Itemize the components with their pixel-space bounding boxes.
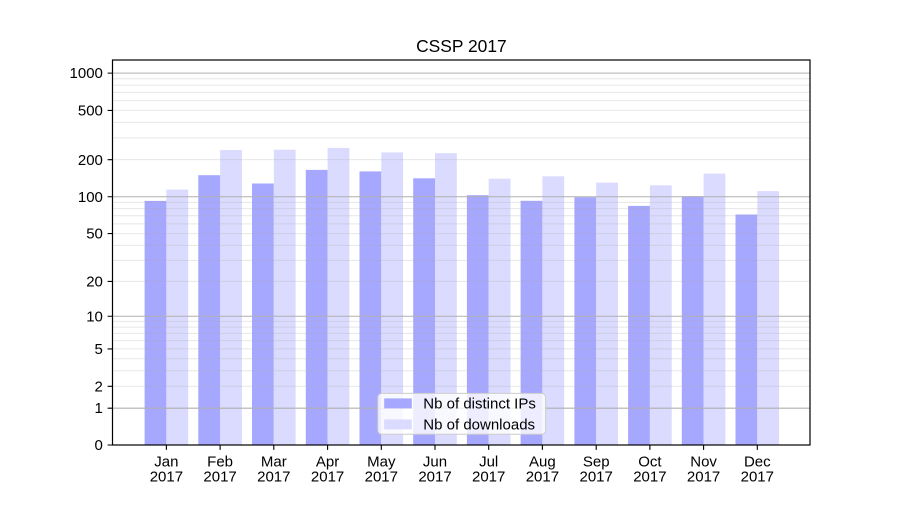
svg-text:2017: 2017	[257, 468, 290, 485]
svg-text:2017: 2017	[687, 468, 720, 485]
svg-text:Apr: Apr	[316, 453, 339, 470]
svg-text:Sep: Sep	[583, 453, 610, 470]
svg-text:Jun: Jun	[423, 453, 447, 470]
svg-text:2017: 2017	[526, 468, 559, 485]
svg-text:Jul: Jul	[479, 453, 498, 470]
svg-text:2017: 2017	[150, 468, 183, 485]
svg-text:Dec: Dec	[744, 453, 771, 470]
svg-text:CSSP 2017: CSSP 2017	[416, 36, 507, 56]
svg-text:2017: 2017	[580, 468, 613, 485]
svg-text:Nb of distinct IPs: Nb of distinct IPs	[423, 395, 536, 412]
svg-text:Nov: Nov	[690, 453, 717, 470]
svg-text:May: May	[367, 453, 396, 470]
svg-text:2017: 2017	[418, 468, 451, 485]
svg-text:5: 5	[95, 341, 103, 358]
svg-text:2017: 2017	[741, 468, 774, 485]
svg-text:200: 200	[78, 152, 103, 169]
svg-text:Feb: Feb	[207, 453, 233, 470]
svg-text:2017: 2017	[633, 468, 666, 485]
svg-text:Oct: Oct	[638, 453, 662, 470]
svg-text:1: 1	[95, 400, 103, 417]
svg-text:2017: 2017	[311, 468, 344, 485]
svg-text:20: 20	[86, 274, 103, 291]
svg-text:2: 2	[95, 378, 103, 395]
svg-text:1000: 1000	[70, 65, 103, 82]
svg-text:Jan: Jan	[154, 453, 178, 470]
svg-text:50: 50	[86, 226, 103, 243]
svg-text:Mar: Mar	[261, 453, 287, 470]
svg-text:Nb of downloads: Nb of downloads	[423, 416, 535, 433]
svg-text:10: 10	[86, 308, 103, 325]
svg-text:2017: 2017	[365, 468, 398, 485]
svg-text:100: 100	[78, 189, 103, 206]
svg-text:Aug: Aug	[529, 453, 556, 470]
svg-text:0: 0	[95, 437, 103, 454]
svg-text:500: 500	[78, 103, 103, 120]
svg-text:2017: 2017	[472, 468, 505, 485]
svg-text:2017: 2017	[203, 468, 236, 485]
